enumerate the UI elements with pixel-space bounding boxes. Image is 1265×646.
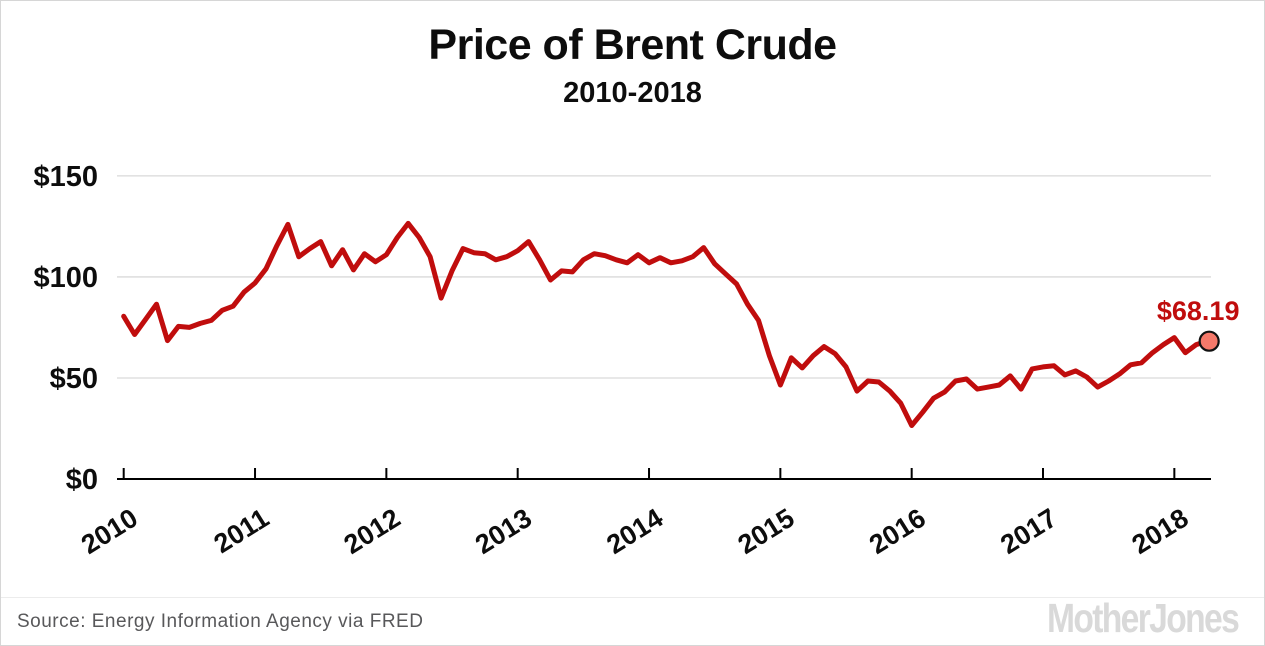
mother-jones-logo: MotherJones	[1046, 595, 1240, 641]
footer-divider	[1, 597, 1264, 598]
chart-subtitle: 2010-2018	[563, 77, 702, 109]
x-axis-label: 2013	[470, 503, 537, 560]
x-axis-label: 2010	[76, 503, 143, 560]
y-axis-label: $0	[66, 464, 98, 496]
y-axis-label: $150	[33, 161, 98, 193]
source-credit: Source: Energy Information Agency via FR…	[17, 611, 424, 632]
chart-title: Price of Brent Crude	[428, 21, 837, 69]
end-value-annotation: $68.19	[1157, 296, 1240, 326]
x-axis-label: 2015	[733, 503, 800, 560]
x-axis-label: 2012	[339, 503, 406, 560]
y-axis-label: $100	[33, 262, 98, 294]
x-axis-label: 2016	[864, 503, 931, 560]
end-point-dot	[1198, 330, 1220, 352]
x-axis-label: 2011	[209, 503, 275, 559]
brent-crude-line-chart: $0 $50 $100 $150 2010 2011 2012 2013 2014 2015 201…	[33, 161, 1240, 560]
y-axis-label: $50	[50, 363, 98, 395]
x-axis-label: 2018	[1127, 503, 1194, 560]
x-axis-label: 2017	[995, 503, 1062, 560]
price-line	[121, 220, 1210, 428]
x-axis-label: 2014	[601, 503, 668, 560]
